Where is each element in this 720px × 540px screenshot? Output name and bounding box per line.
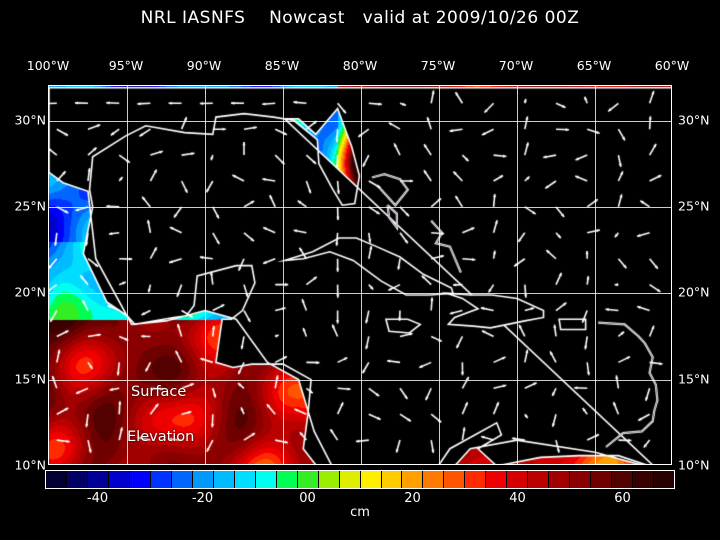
colorbar-tick-label: 60 bbox=[614, 491, 631, 506]
colorbar-cell[interactable] bbox=[339, 471, 361, 488]
colorbar-cell[interactable] bbox=[129, 471, 151, 488]
colorbar-tick-label: 00 bbox=[299, 491, 316, 506]
colorbar-cell[interactable] bbox=[570, 471, 592, 488]
lon-tick-label: 80°W bbox=[342, 58, 378, 73]
colorbar-cell[interactable] bbox=[276, 471, 298, 488]
lon-tick-label: 95°W bbox=[108, 58, 144, 73]
lat-tick-label-right: 15°N bbox=[678, 371, 710, 387]
colorbar-cell[interactable] bbox=[612, 471, 634, 488]
lat-tick-label-left: 20°N bbox=[14, 284, 46, 300]
lon-tick-label: 85°W bbox=[264, 58, 300, 73]
colorbar-tick-label: 20 bbox=[404, 491, 421, 506]
colorbar[interactable] bbox=[45, 470, 675, 489]
colorbar-tick-label: 40 bbox=[509, 491, 526, 506]
colorbar-cell[interactable] bbox=[66, 471, 88, 488]
colorbar-cell[interactable] bbox=[297, 471, 319, 488]
map-panel[interactable]: Surface Elevation bbox=[48, 85, 672, 465]
colorbar-cell[interactable] bbox=[46, 471, 67, 488]
sea-surface-elevation-field bbox=[49, 86, 671, 464]
colorbar-tick-label: -20 bbox=[191, 491, 214, 506]
colorbar-cell[interactable] bbox=[549, 471, 571, 488]
colorbar-cell[interactable] bbox=[255, 471, 277, 488]
lat-tick-label-left: 25°N bbox=[14, 198, 46, 214]
colorbar-cell[interactable] bbox=[150, 471, 172, 488]
lat-tick-label-right: 25°N bbox=[678, 198, 710, 214]
colorbar-cell[interactable] bbox=[444, 471, 466, 488]
lat-tick-label-right: 10°N bbox=[678, 457, 710, 473]
colorbar-cell[interactable] bbox=[654, 471, 675, 488]
lat-tick-label-right: 20°N bbox=[678, 284, 710, 300]
lon-tick-label: 60°W bbox=[654, 58, 690, 73]
colorbar-cell[interactable] bbox=[381, 471, 403, 488]
colorbar-cell[interactable] bbox=[318, 471, 340, 488]
colorbar-cell[interactable] bbox=[507, 471, 529, 488]
lat-tick-label-right: 30°N bbox=[678, 112, 710, 128]
colorbar-cell[interactable] bbox=[192, 471, 214, 488]
colorbar-cell[interactable] bbox=[633, 471, 655, 488]
lon-tick-label: 75°W bbox=[420, 58, 456, 73]
colorbar-cell[interactable] bbox=[108, 471, 130, 488]
colorbar-cell[interactable] bbox=[360, 471, 382, 488]
lat-tick-label-left: 10°N bbox=[14, 457, 46, 473]
lat-tick-label-left: 30°N bbox=[14, 112, 46, 128]
colorbar-cell[interactable] bbox=[87, 471, 109, 488]
colorbar-cell[interactable] bbox=[486, 471, 508, 488]
lon-tick-label: 90°W bbox=[186, 58, 222, 73]
colorbar-unit-label: cm bbox=[350, 505, 370, 520]
colorbar-cell[interactable] bbox=[591, 471, 613, 488]
lon-tick-label: 100°W bbox=[26, 58, 70, 73]
colorbar-tick-label: -40 bbox=[86, 491, 109, 506]
longitude-axis: 100°W 95°W 90°W 85°W 80°W 75°W 70°W 65°W 60°W bbox=[0, 58, 720, 76]
colorbar-cell[interactable] bbox=[213, 471, 235, 488]
lon-tick-label: 65°W bbox=[576, 58, 612, 73]
colorbar-cell[interactable] bbox=[234, 471, 256, 488]
colorbar-cell[interactable] bbox=[402, 471, 424, 488]
colorbar-cell[interactable] bbox=[465, 471, 487, 488]
page-title: NRL IASNFS Nowcast valid at 2009/10/26 0… bbox=[140, 8, 580, 28]
lat-tick-label-left: 15°N bbox=[14, 371, 46, 387]
lon-tick-label: 70°W bbox=[498, 58, 534, 73]
elevation-raster bbox=[49, 86, 671, 464]
colorbar-cell[interactable] bbox=[528, 471, 550, 488]
colorbar-cell[interactable] bbox=[423, 471, 445, 488]
colorbar-cell[interactable] bbox=[171, 471, 193, 488]
